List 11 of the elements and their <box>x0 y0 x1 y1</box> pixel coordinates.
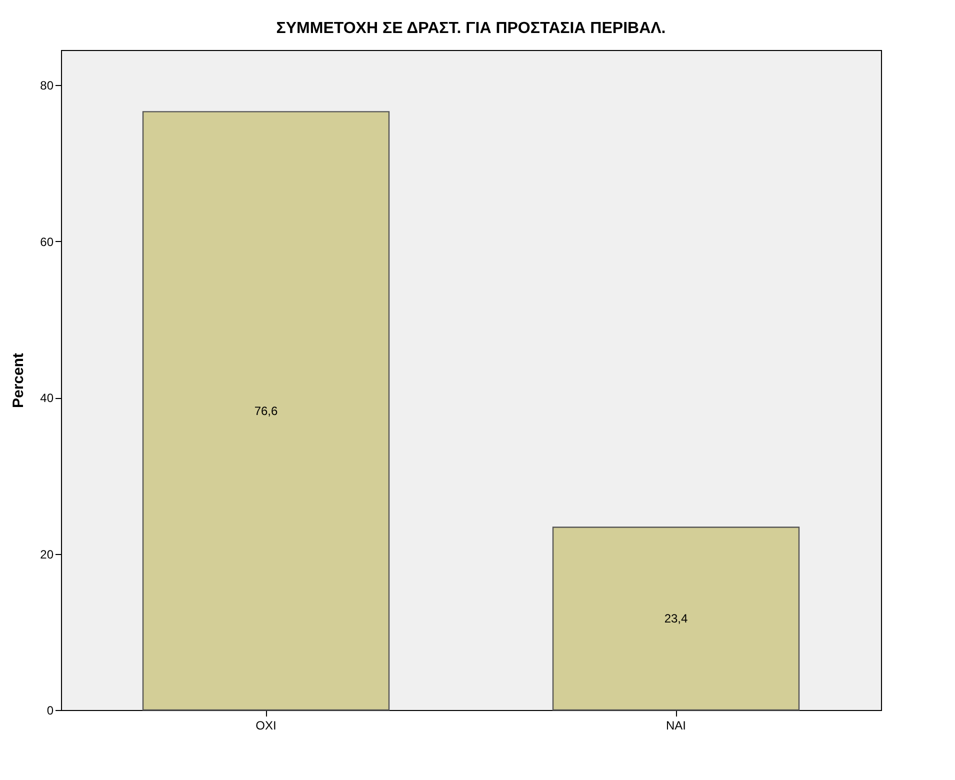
y-tick-label: 20 <box>40 547 54 562</box>
y-tick-label: 60 <box>40 234 54 249</box>
chart-title: ΣΥΜΜΕΤΟΧΗ ΣΕ ΔΡΑΣΤ. ΓΙΑ ΠΡΟΣΤΑΣΙΑ ΠΕΡΙΒΑΛ. <box>276 20 666 37</box>
y-tick-label: 40 <box>40 391 54 406</box>
x-tick-label: ΝΑΙ <box>666 718 686 732</box>
y-tick-label: 80 <box>40 78 54 93</box>
data-label: 23,4 <box>664 612 688 626</box>
y-axis-title: Percent <box>10 352 28 408</box>
x-tick-label: ΟΧΙ <box>256 718 276 732</box>
data-label: 76,6 <box>254 404 278 418</box>
y-tick-label: 0 <box>46 704 54 718</box>
